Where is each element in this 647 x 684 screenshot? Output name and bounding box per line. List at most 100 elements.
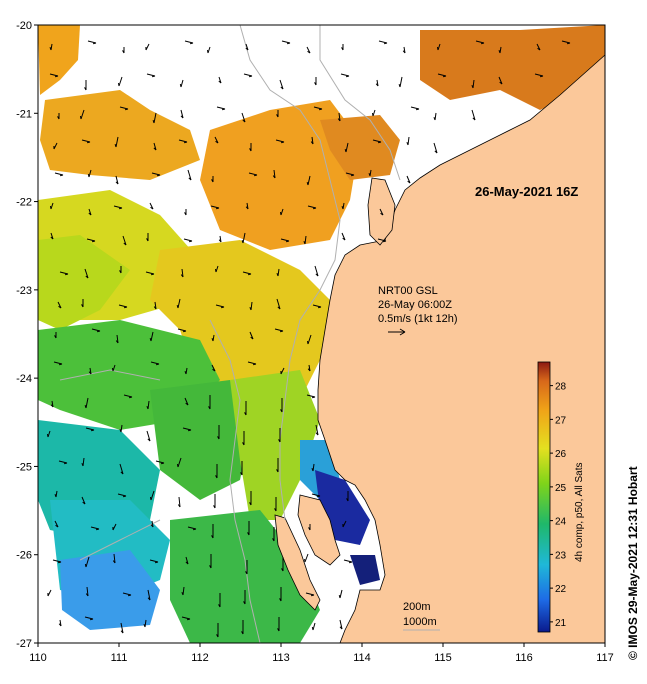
current-vector-head — [316, 495, 321, 498]
current-vectors — [46, 40, 571, 638]
current-vector — [307, 205, 317, 209]
current-vector-head — [211, 338, 214, 342]
current-vector — [433, 142, 438, 154]
current-vector-head — [179, 83, 182, 88]
current-vector-head — [279, 211, 282, 216]
current-vector-head — [111, 367, 114, 372]
current-vector-head — [344, 148, 347, 153]
current-vector-head — [212, 368, 216, 372]
current-vector-head — [143, 624, 146, 628]
current-vector-head — [286, 42, 291, 45]
current-vector-head — [312, 207, 317, 210]
colorbar — [537, 361, 551, 633]
current-vector — [471, 109, 476, 121]
current-vector — [47, 589, 52, 597]
current-vector-head — [402, 50, 406, 54]
current-vector-head — [280, 141, 285, 144]
current-vector — [437, 43, 441, 51]
current-vector — [49, 73, 59, 77]
current-vector-head — [245, 47, 249, 51]
y-tick-label: -20 — [16, 20, 32, 32]
contour-label-1000m: 1000m — [403, 616, 437, 628]
current-vector-head — [187, 429, 192, 432]
current-vector-head — [115, 181, 119, 185]
current-vector-head — [247, 273, 252, 276]
current-vector-head — [152, 119, 155, 124]
current-vector-head — [341, 47, 344, 51]
current-vector-head — [308, 527, 311, 531]
current-vector-head — [245, 206, 249, 210]
current-vector — [215, 304, 225, 308]
current-vector-head — [95, 528, 100, 531]
current-vector-head — [277, 628, 280, 632]
current-vector — [534, 73, 544, 77]
current-scale-label: 0.5m/s (1kt 12h) — [378, 313, 457, 325]
current-vector-head — [442, 75, 447, 78]
current-vector — [115, 175, 119, 185]
current-vector-head — [54, 494, 57, 498]
current-vector-head — [341, 206, 344, 210]
current-vector-head — [182, 330, 187, 333]
current-vector — [88, 169, 92, 178]
current-vector-head — [253, 174, 258, 177]
current-vector — [81, 496, 86, 505]
current-vector — [187, 169, 192, 181]
current-vector-head — [436, 46, 439, 51]
current-vector — [86, 238, 96, 242]
current-vector-head — [252, 363, 257, 366]
current-vector — [339, 589, 343, 599]
current-vector-head — [250, 336, 254, 340]
current-vector — [304, 235, 307, 245]
current-vector-head — [214, 268, 217, 273]
current-vector-head — [217, 436, 220, 440]
current-vector-head — [123, 242, 127, 246]
current-vector-head — [150, 206, 154, 210]
current-vector — [90, 526, 100, 530]
current-vector-head — [280, 409, 283, 413]
colorbar-tick-label: 23 — [555, 550, 567, 561]
current-vector — [59, 271, 69, 275]
sst-patch-orange-northwest — [40, 90, 200, 180]
current-vector — [144, 619, 147, 628]
current-vector — [187, 526, 197, 530]
current-vector — [305, 592, 315, 596]
current-vector-head — [242, 119, 246, 123]
current-vector-head — [188, 240, 193, 243]
current-vector — [307, 175, 311, 186]
current-vector-head — [433, 117, 436, 121]
current-vector — [154, 301, 157, 310]
current-vector-head — [180, 274, 184, 278]
current-vector-head — [84, 404, 87, 409]
current-vector-head — [84, 563, 87, 568]
land-mainland — [317, 54, 606, 644]
x-axis: 110 111 112 113 114 115 116 117 — [29, 643, 614, 664]
colorbar-tick-label: 28 — [555, 382, 567, 393]
current-vector — [241, 112, 246, 123]
current-vector — [475, 40, 485, 44]
contour-label-200m: 200m — [403, 601, 431, 613]
current-vector — [313, 106, 323, 110]
colorbar-label: 4h comp, p50, All Sats — [574, 462, 585, 562]
current-vector-head — [350, 174, 355, 177]
current-vector-head — [79, 115, 82, 120]
current-vector-head — [120, 471, 124, 475]
current-vector — [304, 553, 309, 563]
current-vector-head — [177, 504, 181, 508]
current-vector — [178, 139, 188, 143]
current-vector-head — [211, 535, 214, 539]
current-vector-head — [81, 463, 84, 467]
scale-arrow-icon — [388, 328, 406, 336]
current-vector-head — [54, 75, 59, 78]
current-vector — [249, 331, 254, 340]
current-vector-head — [407, 180, 411, 184]
current-vector-head — [499, 81, 503, 85]
current-vector-head — [337, 118, 341, 122]
current-vector-head — [88, 212, 92, 216]
current-vector — [280, 367, 285, 375]
current-vector-head — [181, 592, 184, 596]
current-vector — [247, 361, 257, 365]
current-vector — [280, 208, 284, 216]
current-vector-head — [112, 560, 116, 564]
current-vector-head — [244, 412, 247, 416]
current-vector-head — [151, 75, 156, 78]
